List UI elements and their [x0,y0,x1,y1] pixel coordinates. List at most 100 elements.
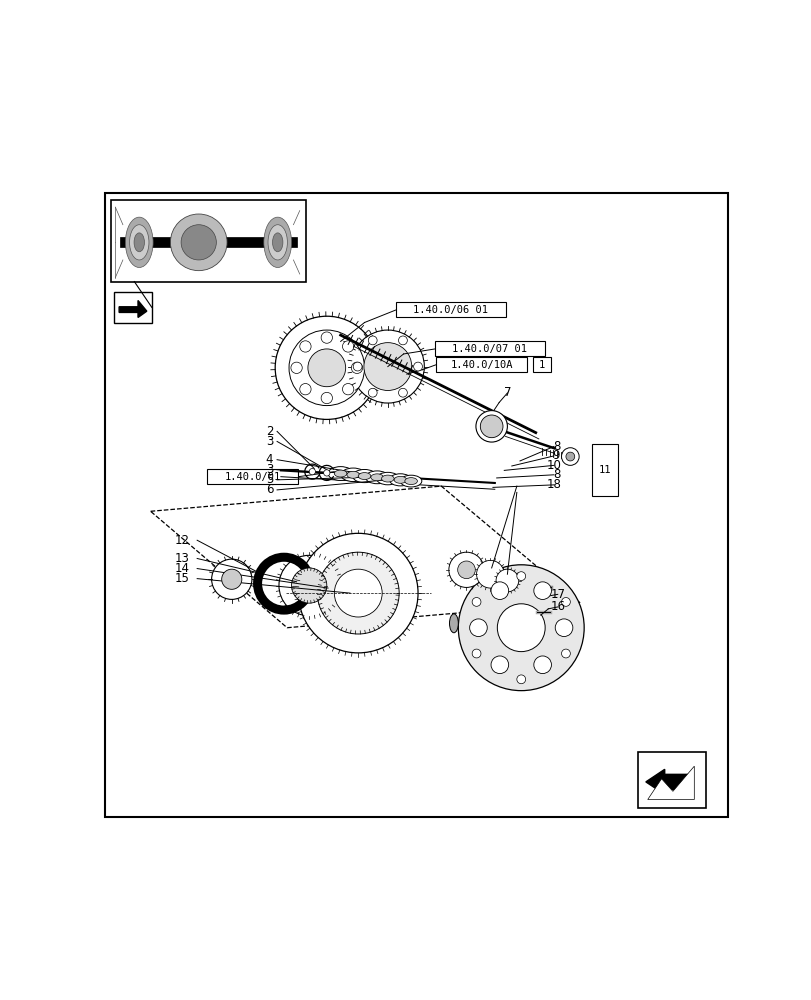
Ellipse shape [449,614,457,633]
Ellipse shape [320,332,332,343]
Polygon shape [647,766,693,800]
Ellipse shape [496,604,544,652]
Ellipse shape [368,388,376,397]
Ellipse shape [376,472,399,485]
Ellipse shape [561,448,578,465]
Ellipse shape [496,569,518,592]
Ellipse shape [351,330,424,403]
Text: 12: 12 [174,534,189,547]
Bar [532,357,551,372]
Ellipse shape [307,349,345,387]
Ellipse shape [125,217,153,268]
Ellipse shape [342,341,354,352]
Text: 8: 8 [552,468,560,481]
Ellipse shape [299,341,311,352]
Text: 3: 3 [265,463,272,476]
Text: 10: 10 [547,459,561,472]
Polygon shape [119,300,147,317]
Ellipse shape [334,569,382,617]
Ellipse shape [334,470,346,477]
Ellipse shape [555,619,572,637]
Ellipse shape [341,468,365,482]
Text: 6: 6 [265,483,273,496]
Ellipse shape [398,336,407,345]
Ellipse shape [457,565,583,691]
Ellipse shape [381,475,393,482]
Text: 1.40.0/01: 1.40.0/01 [224,472,281,482]
Ellipse shape [299,384,311,395]
Bar [114,292,152,323]
Ellipse shape [533,582,551,599]
Bar [120,237,296,247]
Ellipse shape [389,474,411,486]
Ellipse shape [480,415,502,438]
Ellipse shape [291,568,326,603]
Text: 1.40.0/10A: 1.40.0/10A [450,360,513,370]
Ellipse shape [476,560,504,588]
Ellipse shape [491,582,508,599]
Ellipse shape [328,467,353,480]
Ellipse shape [413,362,422,371]
Ellipse shape [565,452,574,461]
Bar [395,302,505,317]
Ellipse shape [130,225,148,260]
Bar [111,200,306,282]
Ellipse shape [352,469,376,483]
Ellipse shape [264,217,291,268]
Ellipse shape [320,392,332,404]
Ellipse shape [290,362,302,373]
Ellipse shape [471,598,480,606]
Ellipse shape [457,561,474,579]
Ellipse shape [533,656,551,674]
Bar [434,341,544,356]
Bar [207,469,298,484]
Text: 14: 14 [174,562,189,575]
Ellipse shape [317,552,399,634]
Text: 1.40.0/07 01: 1.40.0/07 01 [452,344,526,354]
Ellipse shape [517,675,525,684]
Ellipse shape [346,471,359,478]
Ellipse shape [272,233,282,252]
Ellipse shape [351,362,363,373]
Ellipse shape [400,475,421,487]
Text: 5: 5 [265,473,272,486]
Text: 11: 11 [598,465,611,475]
Bar [637,752,705,808]
Ellipse shape [309,469,315,475]
Ellipse shape [289,330,364,406]
Ellipse shape [475,411,507,442]
Ellipse shape [517,572,525,581]
Text: 4: 4 [265,453,273,466]
Ellipse shape [212,559,251,599]
Text: 3: 3 [265,435,272,448]
Ellipse shape [279,555,339,616]
Text: 18: 18 [547,478,561,491]
Ellipse shape [275,316,378,419]
Ellipse shape [353,362,362,371]
Ellipse shape [181,225,216,260]
Ellipse shape [363,343,411,390]
Ellipse shape [491,656,508,674]
Text: 2: 2 [265,425,273,438]
Ellipse shape [405,478,417,485]
Text: 15: 15 [174,572,189,585]
Ellipse shape [365,471,388,484]
Ellipse shape [170,214,227,271]
Ellipse shape [561,649,569,658]
Ellipse shape [368,336,376,345]
Text: 7: 7 [503,386,510,399]
Ellipse shape [358,473,371,480]
Bar [592,444,617,496]
Ellipse shape [134,233,144,252]
Polygon shape [645,769,693,794]
Text: 16: 16 [550,600,564,613]
Text: 13: 13 [174,552,189,565]
Ellipse shape [268,225,287,260]
Text: 9: 9 [552,449,560,462]
Ellipse shape [342,384,354,395]
Ellipse shape [221,569,242,589]
Ellipse shape [393,476,406,483]
Text: 17: 17 [550,588,564,601]
Ellipse shape [561,598,569,606]
Text: 8: 8 [552,440,560,453]
